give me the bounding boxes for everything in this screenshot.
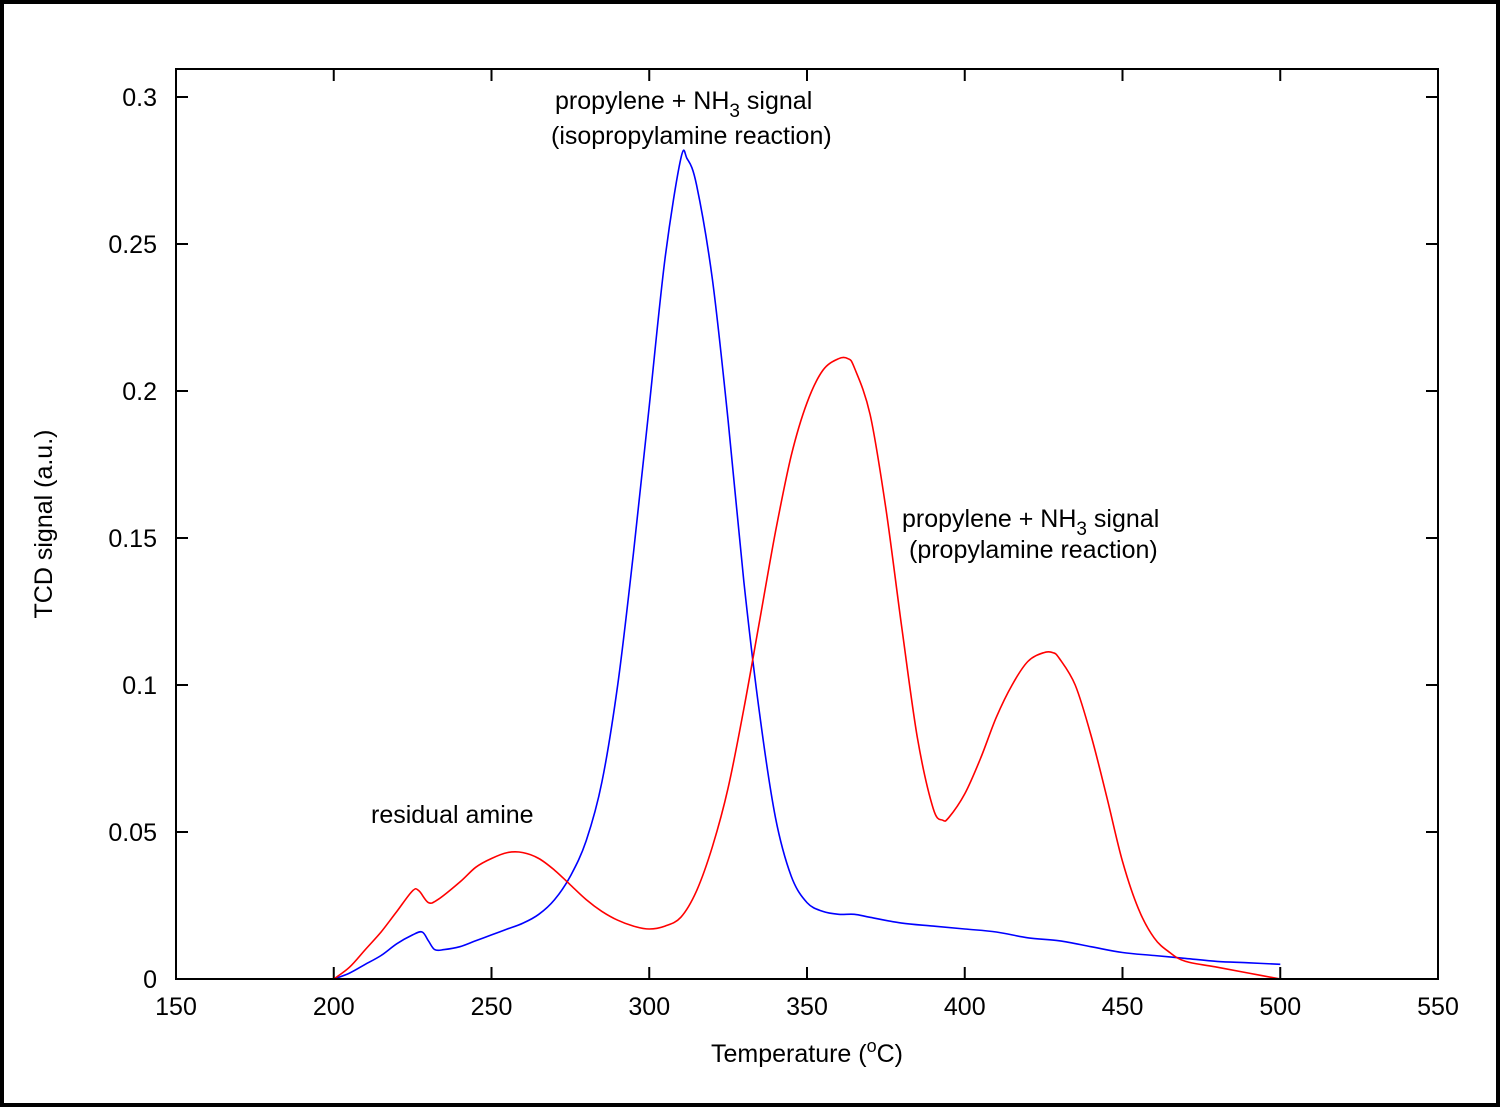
x-tick-label: 300	[628, 993, 670, 1021]
y-tick-label: 0.2	[122, 378, 157, 406]
y-axis-title: TCD signal (a.u.)	[30, 430, 58, 619]
annotation-isopropylamine-line1: propylene + NH3 signal	[555, 87, 812, 122]
series-line-blue	[333, 149, 1281, 980]
series-line-red	[333, 356, 1281, 980]
axis-ticks	[176, 69, 1438, 979]
y-tick-label: 0.1	[122, 672, 157, 700]
annotation-propylamine-line1: propylene + NH3 signal	[902, 505, 1159, 540]
y-tick-label: 0.3	[122, 84, 157, 112]
y-tick-label: 0	[143, 966, 157, 994]
x-tick-label: 550	[1417, 993, 1459, 1021]
x-tick-labels: 150 200 250 300 350 400 450 500 550	[155, 993, 1459, 1021]
x-tick-label: 250	[471, 993, 513, 1021]
y-tick-labels: 0 0.05 0.1 0.15 0.2 0.25 0.3	[108, 84, 157, 994]
series-group	[333, 149, 1281, 980]
annotation-residual-amine: residual amine	[371, 801, 534, 829]
x-axis-title: Temperature (oC)	[711, 1036, 903, 1068]
y-tick-label: 0.25	[108, 231, 157, 259]
x-tick-label: 400	[944, 993, 986, 1021]
x-tick-label: 450	[1102, 993, 1144, 1021]
annotation-propylamine-line2: (propylamine reaction)	[909, 536, 1158, 564]
x-tick-label: 350	[786, 993, 828, 1021]
x-tick-label: 500	[1259, 993, 1301, 1021]
y-tick-label: 0.15	[108, 525, 157, 553]
y-tick-label: 0.05	[108, 819, 157, 847]
plot-area-border	[175, 68, 1439, 980]
x-tick-label: 150	[155, 993, 197, 1021]
annotation-isopropylamine-line2: (isopropylamine reaction)	[551, 122, 832, 150]
x-tick-label: 200	[313, 993, 355, 1021]
